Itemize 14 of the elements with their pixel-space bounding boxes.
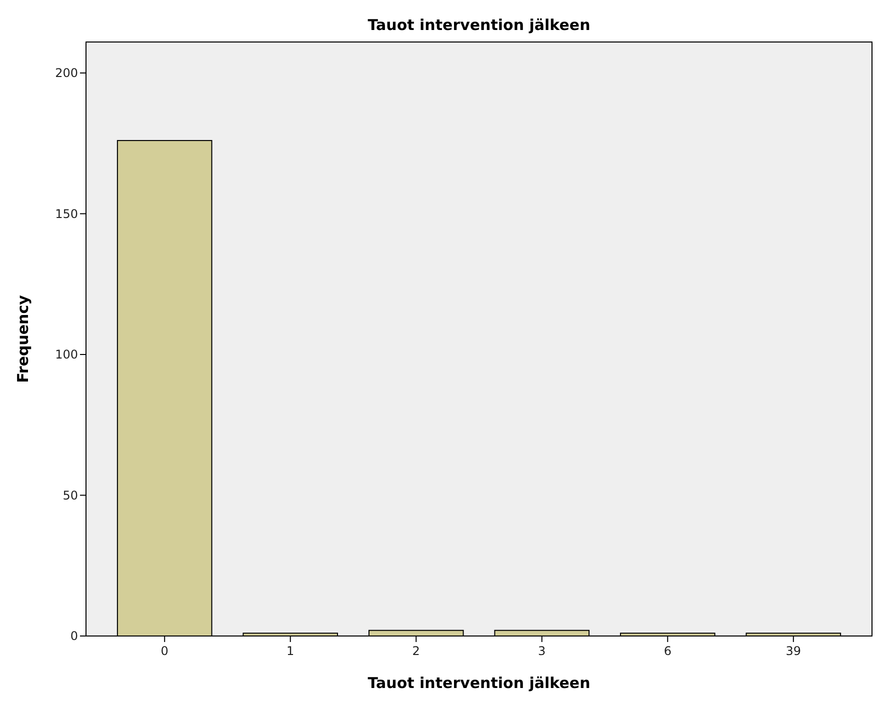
x-tick-label: 1 — [286, 644, 294, 658]
x-tick-label: 2 — [412, 644, 420, 658]
y-tick-label: 150 — [55, 206, 78, 221]
x-tick-label: 3 — [538, 644, 546, 658]
x-tick-label: 39 — [786, 644, 802, 658]
y-axis-title: Frequency — [14, 294, 32, 383]
x-tick-label: 6 — [664, 644, 672, 658]
y-tick-label: 50 — [62, 488, 78, 502]
y-tick-label: 200 — [55, 66, 78, 80]
x-axis-title: Tauot intervention jälkeen — [368, 674, 590, 692]
x-tick-label: 0 — [160, 644, 168, 658]
y-tick-label: 0 — [70, 629, 78, 644]
y-tick-label: 100 — [55, 348, 78, 362]
chart-title: Tauot intervention jälkeen — [368, 16, 590, 34]
